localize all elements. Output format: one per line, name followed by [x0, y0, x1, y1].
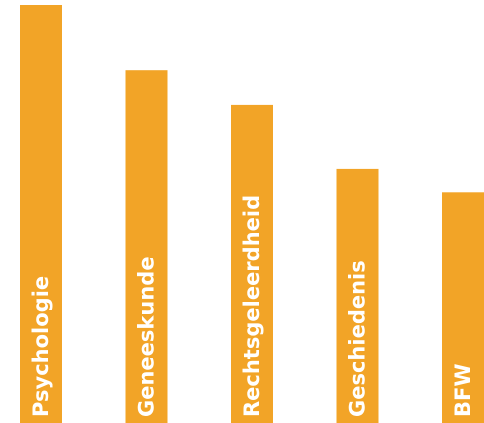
bar-label-geschiedenis: Geschiedenis [346, 260, 370, 417]
bar-labels-group: Psychologie Geneeskunde Rechtsgeleerdheid G… [29, 195, 475, 417]
bar-geneeskunde [125, 70, 168, 423]
bar-label-psychologie: Psychologie [29, 276, 53, 417]
bars-group [20, 5, 484, 423]
bar-rechtsgeleerdheid [231, 104, 273, 423]
bar-label-bfw: BFW [451, 363, 475, 417]
bar-label-rechtsgeleerdheid: Rechtsgeleerdheid [240, 195, 264, 417]
bar-geschiedenis [336, 168, 379, 423]
bar-label-geneeskunde: Geneeskunde [135, 256, 159, 417]
bar-psychologie [20, 5, 62, 423]
bar-bfw [442, 192, 484, 423]
